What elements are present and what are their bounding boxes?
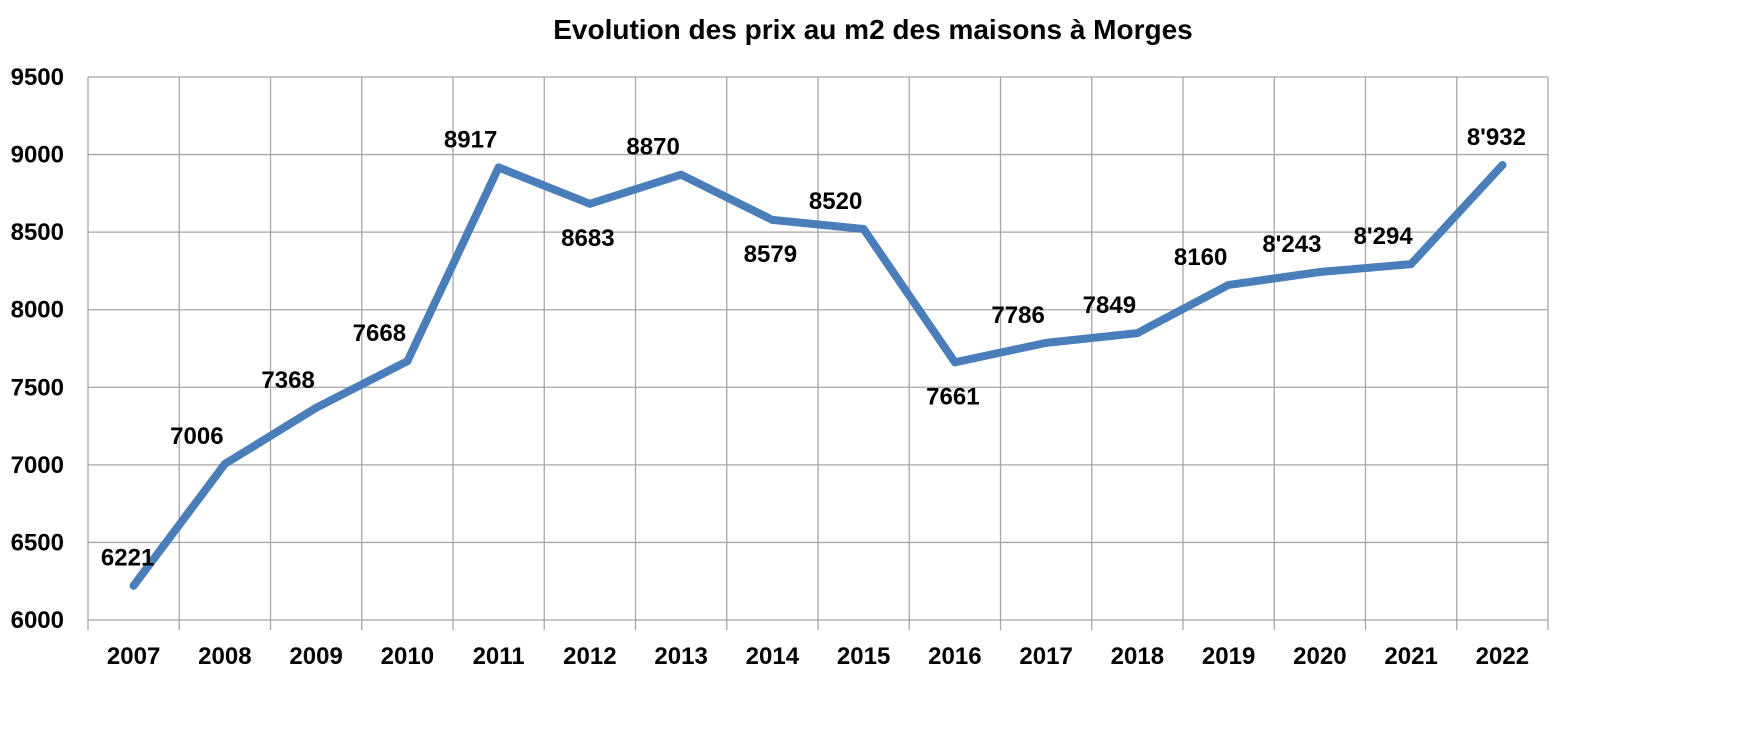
y-tick-label: 9000 [11, 142, 64, 169]
y-tick-label: 7000 [11, 452, 64, 479]
data-point [494, 163, 503, 172]
data-label: 8579 [744, 241, 797, 268]
data-point [677, 170, 686, 179]
data-point [950, 358, 959, 367]
data-label: 7661 [926, 383, 979, 410]
x-tick-label: 2018 [1111, 643, 1164, 670]
x-tick-label: 2007 [107, 643, 160, 670]
data-label: 7786 [991, 302, 1044, 329]
y-tick-label: 7500 [11, 374, 64, 401]
data-label: 6221 [101, 545, 154, 572]
x-tick-label: 2010 [381, 643, 434, 670]
data-label: 8160 [1174, 244, 1227, 271]
data-label: 7849 [1083, 292, 1136, 319]
data-point [1224, 280, 1233, 289]
chart-title: Evolution des prix au m2 des maisons à M… [553, 14, 1193, 45]
data-label: 8520 [809, 188, 862, 215]
data-point [1498, 161, 1507, 170]
x-tick-label: 2011 [473, 643, 525, 670]
data-label: 8'243 [1262, 231, 1321, 258]
data-point [1133, 329, 1142, 338]
x-tick-label: 2022 [1476, 643, 1529, 670]
data-point [312, 403, 321, 412]
x-tick-label: 2008 [198, 643, 251, 670]
x-tick-label: 2020 [1293, 643, 1346, 670]
data-point [1407, 260, 1416, 269]
y-tick-label: 8000 [11, 297, 64, 324]
data-label: 7668 [353, 320, 406, 347]
data-label: 8'932 [1467, 124, 1526, 151]
x-tick-label: 2015 [837, 643, 890, 670]
data-label: 7006 [170, 423, 223, 450]
y-tick-label: 6000 [11, 607, 64, 634]
x-tick-label: 2014 [746, 643, 800, 670]
data-label: 8683 [561, 225, 614, 252]
y-tick-label: 9500 [11, 64, 64, 91]
x-tick-label: 2009 [289, 643, 342, 670]
data-label: 8917 [444, 126, 497, 153]
data-label: 8'294 [1354, 223, 1414, 250]
data-point [859, 225, 868, 234]
data-point [585, 199, 594, 208]
data-point [403, 357, 412, 366]
x-tick-label: 2012 [563, 643, 616, 670]
data-point [768, 215, 777, 224]
data-label: 8870 [626, 134, 679, 161]
x-tick-label: 2021 [1384, 643, 1437, 670]
data-label: 7368 [261, 367, 314, 394]
x-tick-label: 2017 [1019, 643, 1072, 670]
data-point [220, 459, 229, 468]
y-tick-label: 8500 [11, 219, 64, 246]
data-point [1042, 338, 1051, 347]
series-line [129, 161, 1507, 590]
data-point [1315, 268, 1324, 277]
data-point [129, 581, 138, 590]
x-tick-label: 2019 [1202, 643, 1255, 670]
y-tick-label: 6500 [11, 529, 64, 556]
x-tick-label: 2016 [928, 643, 981, 670]
x-tick-label: 2013 [654, 643, 707, 670]
